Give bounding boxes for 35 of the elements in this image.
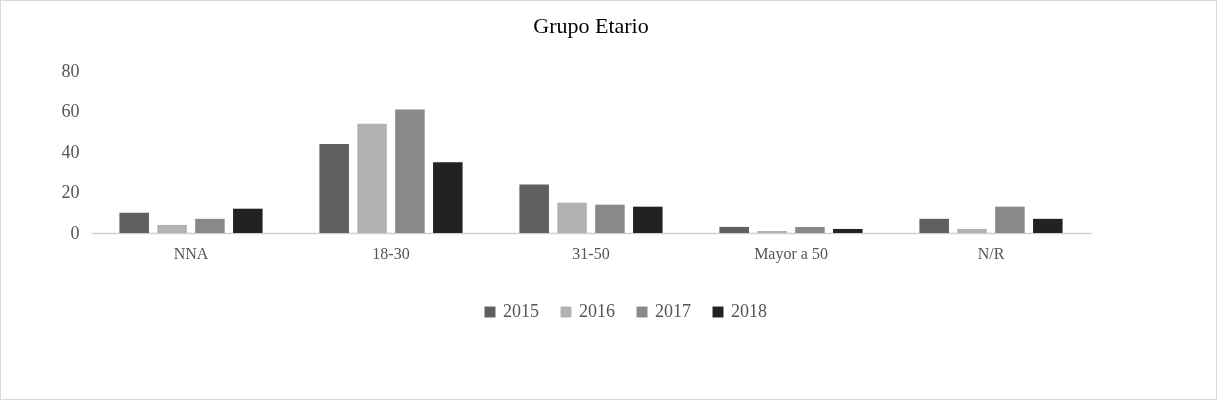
- bar: [957, 228, 987, 233]
- legend-label: 2017: [655, 301, 691, 321]
- bar: [995, 206, 1025, 233]
- bar: [1033, 218, 1063, 233]
- x-tick-label: 18-30: [372, 244, 410, 262]
- y-tick-label: 20: [61, 182, 80, 202]
- x-tick-label: NNA: [173, 244, 209, 262]
- bar: [195, 218, 225, 233]
- legend-label: 2016: [579, 301, 615, 321]
- bar: [519, 184, 549, 233]
- legend-label: 2015: [503, 301, 539, 321]
- bar: [319, 143, 349, 233]
- chart-title: Grupo Etario: [533, 13, 649, 38]
- bar: [433, 162, 463, 233]
- bar: [633, 206, 663, 233]
- bar: [757, 230, 787, 233]
- y-tick-label: 60: [61, 101, 80, 121]
- bar: [795, 226, 825, 233]
- bar: [919, 218, 949, 233]
- x-tick-label: Mayor a 50: [754, 244, 828, 263]
- bar: [119, 212, 149, 233]
- x-tick-label: 31-50: [572, 244, 610, 262]
- x-tick-label: N/R: [977, 244, 1005, 262]
- bar: [719, 226, 749, 233]
- y-tick-label: 0: [70, 222, 80, 243]
- bar: [557, 202, 587, 233]
- bar: [595, 204, 625, 233]
- legend-label: 2018: [731, 301, 767, 321]
- bar: [157, 224, 187, 233]
- bar: [833, 228, 863, 233]
- bar: [395, 109, 425, 233]
- y-tick-label: 80: [61, 60, 80, 81]
- y-tick-label: 40: [61, 141, 80, 162]
- bar: [357, 123, 387, 233]
- bar: [233, 208, 263, 233]
